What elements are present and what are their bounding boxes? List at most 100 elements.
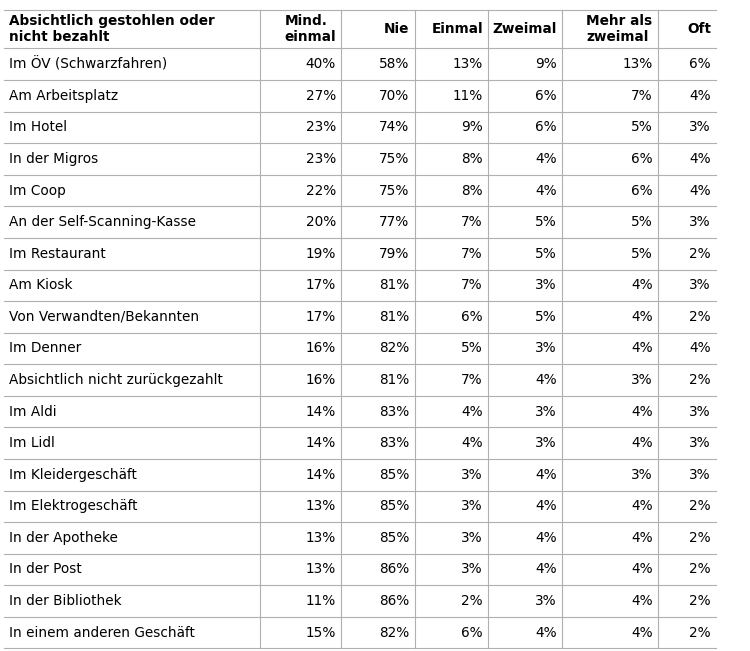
Text: 7%: 7% [461, 247, 483, 261]
Text: 4%: 4% [631, 626, 652, 640]
Text: 3%: 3% [461, 531, 483, 545]
Text: Im ÖV (Schwarzfahren): Im ÖV (Schwarzfahren) [9, 57, 167, 72]
Text: 83%: 83% [380, 436, 410, 450]
Bar [562, 238, 658, 270]
Text: 16%: 16% [306, 341, 336, 355]
Bar [415, 491, 488, 522]
Bar [260, 80, 341, 111]
Bar [341, 174, 415, 206]
Bar [658, 174, 716, 206]
Bar [341, 49, 415, 80]
Text: 5%: 5% [535, 247, 556, 261]
Bar [341, 491, 415, 522]
Bar [415, 111, 488, 143]
Text: 23%: 23% [306, 152, 336, 166]
Text: 14%: 14% [306, 436, 336, 450]
Text: 4%: 4% [631, 436, 652, 450]
Text: 3%: 3% [631, 373, 652, 387]
Bar [260, 522, 341, 553]
Bar [260, 491, 341, 522]
Text: 15%: 15% [306, 626, 336, 640]
Text: 6%: 6% [461, 626, 483, 640]
Bar [488, 365, 562, 396]
Bar [562, 10, 658, 49]
Bar [341, 270, 415, 301]
Text: 6%: 6% [535, 89, 556, 103]
Bar [415, 270, 488, 301]
Text: 4%: 4% [631, 341, 652, 355]
Bar [260, 553, 341, 585]
Bar [341, 396, 415, 428]
Text: 8%: 8% [461, 184, 483, 198]
Bar [4, 491, 260, 522]
Text: 4%: 4% [535, 499, 556, 514]
Text: 5%: 5% [461, 341, 483, 355]
Text: 2%: 2% [689, 499, 711, 514]
Bar [4, 143, 260, 174]
Text: 7%: 7% [631, 89, 652, 103]
Text: 6%: 6% [631, 152, 652, 166]
Text: Im Lidl: Im Lidl [9, 436, 55, 450]
Bar [260, 617, 341, 648]
Bar [4, 301, 260, 333]
Bar [260, 49, 341, 80]
Bar [415, 301, 488, 333]
Bar [658, 396, 716, 428]
Bar [341, 428, 415, 459]
Bar [260, 301, 341, 333]
Bar [341, 585, 415, 617]
Bar [415, 428, 488, 459]
Text: 19%: 19% [306, 247, 336, 261]
Bar [260, 111, 341, 143]
Text: In einem anderen Geschäft: In einem anderen Geschäft [9, 626, 195, 640]
Bar [562, 333, 658, 365]
Text: 3%: 3% [535, 404, 556, 419]
Text: 4%: 4% [535, 626, 556, 640]
Text: 8%: 8% [461, 152, 483, 166]
Bar [562, 143, 658, 174]
Text: 27%: 27% [306, 89, 336, 103]
Text: 4%: 4% [631, 531, 652, 545]
Text: 3%: 3% [689, 467, 711, 482]
Bar [4, 459, 260, 491]
Bar [4, 585, 260, 617]
Text: 75%: 75% [380, 184, 410, 198]
Bar [260, 396, 341, 428]
Bar [341, 10, 415, 49]
Bar [658, 10, 716, 49]
Text: 2%: 2% [689, 310, 711, 324]
Bar [658, 617, 716, 648]
Bar [341, 333, 415, 365]
Bar [488, 333, 562, 365]
Text: Im Denner: Im Denner [9, 341, 81, 355]
Text: 4%: 4% [535, 373, 556, 387]
Text: 3%: 3% [535, 594, 556, 608]
Text: 83%: 83% [380, 404, 410, 419]
Text: 4%: 4% [535, 562, 556, 577]
Text: 3%: 3% [461, 467, 483, 482]
Text: Einmal: Einmal [431, 22, 483, 36]
Bar [562, 174, 658, 206]
Text: 13%: 13% [306, 531, 336, 545]
Bar [562, 459, 658, 491]
Bar [562, 270, 658, 301]
Bar [488, 238, 562, 270]
Text: In der Migros: In der Migros [9, 152, 98, 166]
Bar [341, 111, 415, 143]
Bar [658, 301, 716, 333]
Bar [415, 80, 488, 111]
Bar [658, 522, 716, 553]
Bar [260, 10, 341, 49]
Bar [4, 365, 260, 396]
Bar [341, 143, 415, 174]
Bar [562, 49, 658, 80]
Bar [658, 49, 716, 80]
Text: 13%: 13% [622, 57, 652, 72]
Bar [488, 491, 562, 522]
Bar [488, 143, 562, 174]
Text: Mind.
einmal: Mind. einmal [284, 14, 336, 44]
Bar [4, 80, 260, 111]
Bar [341, 80, 415, 111]
Text: 3%: 3% [689, 215, 711, 229]
Text: 4%: 4% [631, 594, 652, 608]
